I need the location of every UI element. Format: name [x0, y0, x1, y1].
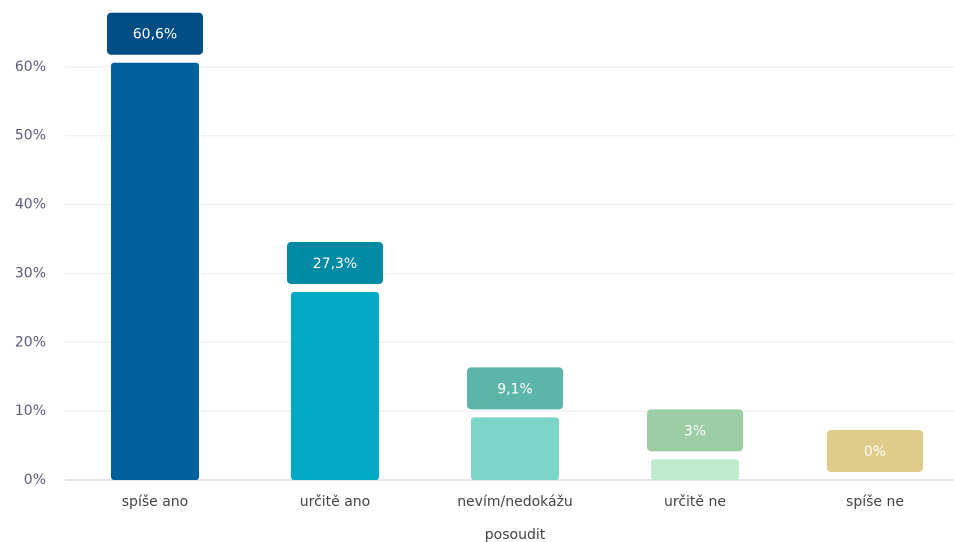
- y-tick-label: 20%: [15, 334, 46, 350]
- data-label-box: [647, 409, 743, 452]
- data-label: 9,1%: [497, 381, 533, 397]
- bar: [111, 62, 199, 481]
- x-tick-label: nevím/nedokážu posoudit: [457, 494, 573, 542]
- y-tick-label: 0%: [24, 472, 46, 488]
- y-tick-label: 60%: [15, 59, 46, 75]
- bar: [291, 292, 379, 480]
- x-tick-label: určitě ano: [299, 494, 371, 510]
- y-tick-label: 30%: [15, 265, 46, 281]
- bar: [651, 459, 739, 480]
- data-label-box: [287, 242, 383, 285]
- data-label-box: [107, 12, 203, 55]
- data-label-box: [467, 367, 563, 410]
- x-tick-label: spíše ne: [846, 494, 904, 510]
- x-tick-label: spíše ano: [121, 494, 189, 510]
- data-label: 3%: [684, 423, 706, 439]
- y-tick-label: 10%: [15, 403, 46, 419]
- data-label: 0%: [864, 444, 886, 460]
- x-tick-label: určitě ne: [664, 494, 726, 510]
- y-tick-label: 40%: [15, 197, 46, 213]
- data-label-box: [827, 430, 923, 472]
- data-label: 60,6%: [133, 27, 177, 43]
- data-label: 27,3%: [313, 256, 357, 272]
- bar: [471, 417, 559, 480]
- y-tick-label: 50%: [15, 128, 46, 144]
